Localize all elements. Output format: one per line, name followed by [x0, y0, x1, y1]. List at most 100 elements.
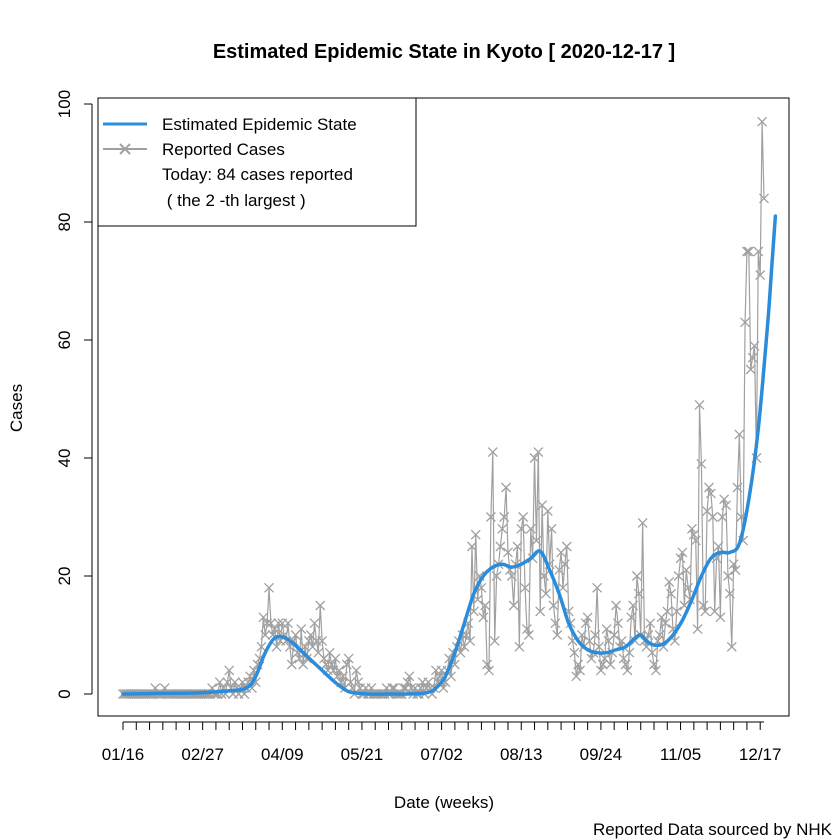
x-tick-label: 08/13 [500, 745, 543, 764]
reported-case-point [283, 618, 293, 629]
reported-case-point [404, 671, 415, 682]
reported-case-point [273, 618, 284, 629]
reported-case-point [745, 364, 756, 375]
reported-case-point [677, 547, 688, 558]
reported-case-point [495, 541, 506, 552]
reported-case-point [666, 588, 677, 599]
reported-case-point [590, 630, 601, 640]
reported-case-point [518, 512, 529, 522]
reported-case-point [728, 559, 739, 570]
reported-case-point [673, 571, 684, 581]
reported-case-point [692, 624, 703, 635]
reported-case-point [633, 588, 644, 599]
reported-case-point [721, 500, 732, 511]
reported-case-point [351, 665, 362, 676]
reported-case-point [704, 482, 714, 493]
reported-case-point [726, 641, 737, 652]
reported-case-point [533, 447, 544, 458]
reported-case-point [531, 535, 542, 546]
y-axis: 0 20 40 60 80 100 [55, 90, 93, 699]
reported-case-point [264, 582, 274, 593]
reported-case-point [529, 453, 540, 463]
reported-case-point [298, 659, 309, 670]
x-tick-label: 02/27 [181, 745, 224, 764]
legend-reported-label: Reported Cases [162, 140, 285, 159]
reported-case-point [671, 606, 682, 617]
reported-case-point [705, 488, 716, 499]
reported-case-point [662, 606, 673, 617]
reported-case-point [260, 630, 271, 640]
reported-case-point [512, 541, 523, 552]
reported-case-point [535, 606, 546, 617]
reported-case-point [594, 641, 604, 652]
reported-case-point [330, 653, 341, 664]
reported-case-point [525, 523, 536, 534]
source-note: Reported Data sourced by NHK [593, 820, 833, 839]
reported-case-point [686, 523, 697, 534]
reported-case-point [696, 458, 707, 469]
reported-case-point [573, 659, 584, 670]
reported-case-point [626, 612, 637, 623]
reported-case-point [698, 600, 709, 611]
reported-case-point [546, 523, 557, 534]
reported-case-point [265, 618, 276, 629]
reported-case-point [580, 618, 591, 629]
x-axis-label: Date (weeks) [394, 793, 494, 812]
reported-case-point [506, 571, 517, 581]
reported-case-point [576, 630, 587, 640]
legend: Estimated Epidemic State Reported Cases … [97, 97, 417, 227]
reported-case-point [315, 600, 326, 611]
reported-case-point [489, 635, 500, 646]
x-tick-label: 07/02 [420, 745, 463, 764]
reported-case-point [650, 665, 661, 676]
reported-case-point [749, 340, 760, 351]
reported-case-point [326, 659, 337, 670]
reported-case-point [759, 193, 769, 204]
reported-case-point [700, 606, 711, 617]
reported-case-point [715, 612, 726, 623]
x-tick-label: 11/05 [660, 745, 701, 764]
reported-case-point [631, 571, 642, 581]
chart-title: Estimated Epidemic State in Kyoto [ 2020… [213, 41, 675, 63]
reported-case-point [647, 647, 658, 658]
reported-case-point [334, 665, 345, 676]
reported-case-point [707, 512, 718, 522]
reported-case-point [595, 665, 606, 676]
reported-case-point [747, 352, 758, 363]
y-tick-label: 40 [55, 449, 74, 468]
reported-case-point [740, 317, 750, 328]
reported-case-point [559, 559, 570, 570]
reported-case-point [542, 506, 553, 517]
reported-case-point [258, 612, 269, 623]
reported-case-point [224, 665, 235, 676]
reported-case-point [309, 618, 320, 629]
reported-case-point [645, 618, 656, 629]
reported-case-point [620, 659, 631, 670]
reported-case-point [345, 677, 356, 688]
y-tick-label: 100 [55, 90, 74, 118]
reported-case-point [480, 600, 491, 611]
x-tick-label: 12/17 [739, 745, 782, 764]
reported-case-point [732, 482, 743, 493]
reported-case-point [649, 659, 659, 670]
estimated-state-series [121, 214, 778, 696]
reported-case-point [353, 677, 364, 688]
reported-case-point [753, 246, 764, 257]
reported-case-point [571, 671, 582, 682]
reported-case-point [597, 659, 608, 670]
reported-case-point [694, 399, 705, 410]
plot-frame [97, 97, 790, 717]
reported-case-point [609, 630, 620, 640]
reported-case-point [654, 630, 665, 640]
reported-case-point [757, 116, 768, 127]
legend-estimated-label: Estimated Epidemic State [162, 115, 357, 134]
reported-case-point [616, 635, 627, 646]
x-axis: 01/16 02/27 04/09 05/21 07/02 08/13 09/24 11/05… [102, 721, 782, 764]
reported-case-point [582, 612, 593, 623]
legend-reported-marker [119, 143, 131, 155]
reported-case-point [491, 571, 502, 581]
reported-case-point [552, 630, 563, 640]
reported-case-point [338, 671, 348, 682]
reported-case-point [660, 618, 671, 629]
